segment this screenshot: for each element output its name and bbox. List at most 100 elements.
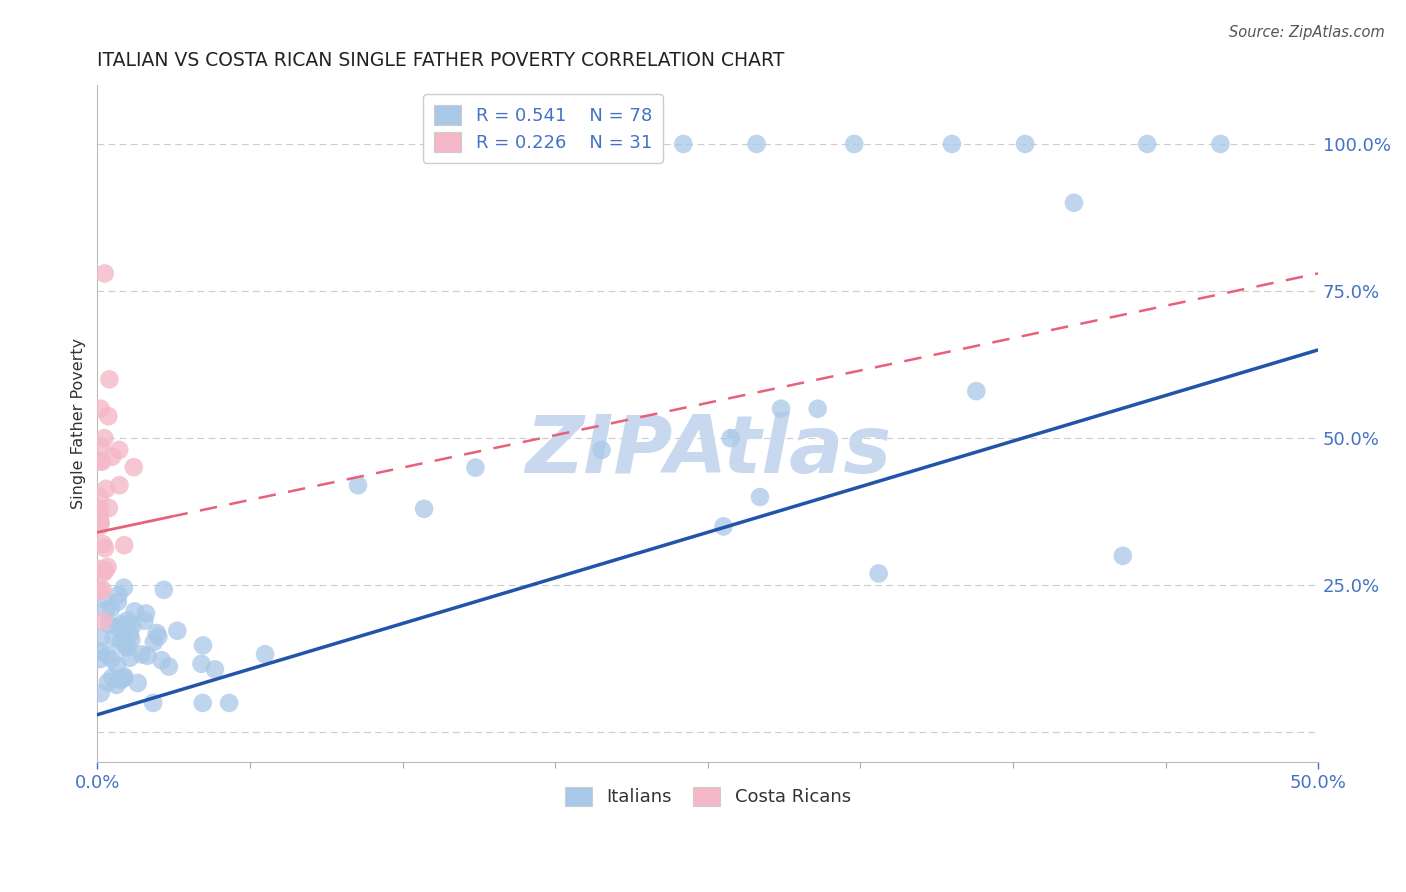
- Point: [89, 490, 111, 504]
- Point: [1112, 549, 1135, 563]
- Point: [191, 696, 214, 710]
- Point: [115, 618, 138, 632]
- Point: [807, 401, 830, 416]
- Point: [97, 675, 120, 690]
- Point: [100, 652, 122, 666]
- Point: [97, 559, 120, 574]
- Point: [90, 631, 112, 645]
- Point: [142, 635, 165, 649]
- Point: [118, 626, 141, 640]
- Point: [1063, 195, 1085, 210]
- Point: [150, 653, 173, 667]
- Point: [112, 671, 135, 685]
- Point: [769, 401, 792, 416]
- Point: [93, 431, 115, 445]
- Point: [124, 604, 146, 618]
- Point: [112, 538, 135, 552]
- Point: [97, 409, 120, 424]
- Point: [115, 640, 138, 655]
- Point: [134, 614, 156, 628]
- Point: [110, 616, 132, 631]
- Point: [93, 592, 115, 607]
- Y-axis label: Single Father Poverty: Single Father Poverty: [72, 338, 86, 509]
- Point: [464, 460, 486, 475]
- Point: [112, 670, 135, 684]
- Point: [89, 509, 111, 524]
- Point: [1014, 136, 1036, 151]
- Point: [91, 537, 114, 551]
- Point: [89, 513, 111, 527]
- Point: [672, 136, 695, 151]
- Point: [965, 384, 987, 398]
- Point: [90, 401, 112, 416]
- Point: [713, 519, 735, 533]
- Point: [107, 620, 129, 634]
- Point: [105, 678, 128, 692]
- Point: [108, 442, 131, 457]
- Point: [110, 635, 132, 649]
- Point: [145, 626, 167, 640]
- Point: [121, 618, 143, 632]
- Point: [101, 670, 124, 684]
- Point: [108, 478, 131, 492]
- Point: [117, 640, 139, 654]
- Point: [191, 639, 214, 653]
- Point: [1209, 136, 1232, 151]
- Text: ITALIAN VS COSTA RICAN SINGLE FATHER POVERTY CORRELATION CHART: ITALIAN VS COSTA RICAN SINGLE FATHER POV…: [97, 51, 785, 70]
- Point: [91, 582, 114, 597]
- Point: [100, 601, 122, 615]
- Point: [89, 501, 111, 516]
- Point: [90, 583, 112, 598]
- Point: [142, 696, 165, 710]
- Point: [90, 516, 112, 530]
- Point: [720, 431, 742, 445]
- Point: [103, 631, 125, 645]
- Point: [844, 136, 866, 151]
- Point: [90, 686, 112, 700]
- Point: [112, 581, 135, 595]
- Point: [1136, 136, 1159, 151]
- Point: [347, 478, 370, 492]
- Point: [111, 632, 134, 647]
- Legend: Italians, Costa Ricans: Italians, Costa Ricans: [557, 780, 858, 814]
- Point: [122, 460, 145, 475]
- Point: [89, 645, 111, 659]
- Point: [93, 267, 115, 281]
- Point: [131, 648, 153, 662]
- Point: [135, 607, 157, 621]
- Point: [166, 624, 188, 638]
- Point: [204, 662, 226, 676]
- Point: [107, 595, 129, 609]
- Point: [111, 672, 134, 686]
- Point: [868, 566, 890, 581]
- Point: [101, 450, 124, 464]
- Point: [148, 630, 170, 644]
- Point: [749, 490, 772, 504]
- Point: [591, 442, 613, 457]
- Point: [120, 632, 142, 647]
- Point: [89, 454, 111, 468]
- Text: Source: ZipAtlas.com: Source: ZipAtlas.com: [1229, 25, 1385, 40]
- Point: [153, 582, 176, 597]
- Point: [89, 516, 111, 531]
- Point: [89, 519, 111, 533]
- Point: [745, 136, 768, 151]
- Point: [127, 676, 149, 690]
- Point: [91, 614, 114, 628]
- Point: [413, 501, 436, 516]
- Point: [91, 455, 114, 469]
- Point: [89, 652, 111, 666]
- Point: [110, 673, 132, 687]
- Point: [941, 136, 963, 151]
- Point: [96, 648, 118, 662]
- Text: ZIPAtlas: ZIPAtlas: [524, 411, 891, 490]
- Point: [91, 566, 114, 580]
- Point: [136, 648, 159, 663]
- Point: [254, 647, 277, 661]
- Point: [190, 657, 212, 671]
- Point: [157, 659, 180, 673]
- Point: [97, 500, 120, 515]
- Point: [575, 136, 598, 151]
- Point: [118, 650, 141, 665]
- Point: [94, 564, 117, 578]
